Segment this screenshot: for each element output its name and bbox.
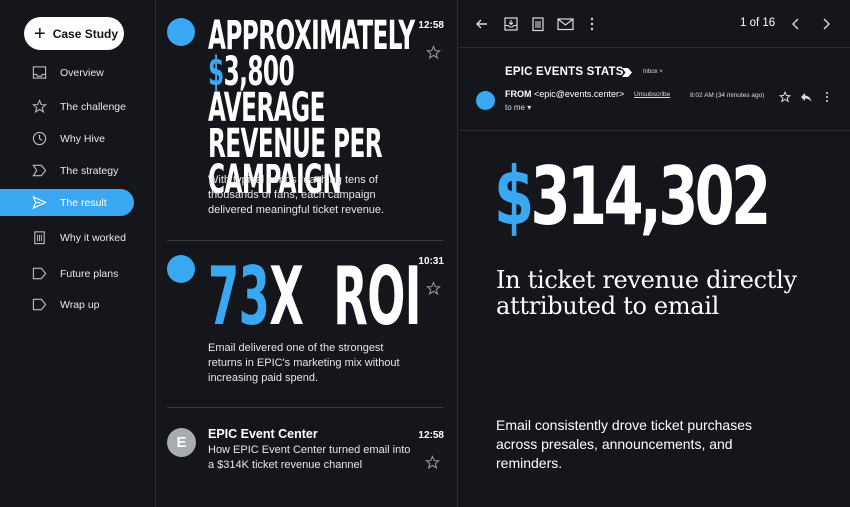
sidebar-item-the-strategy[interactable]: The strategy (0, 157, 134, 184)
message-headline: APPROXIMATELY $3,800 AVERAGE REVENUE PER… (208, 13, 415, 203)
pager-count: 1 of 16 (740, 17, 776, 29)
mail-icon[interactable] (557, 16, 574, 32)
revenue-dollar: $ (494, 150, 534, 243)
list-item[interactable]: 10:31 73X ROI Email delivered one of the… (156, 241, 457, 407)
sidebar-item-the-result[interactable]: The result (0, 189, 134, 216)
recipient-dropdown[interactable]: to me ▾ (505, 103, 532, 112)
sidebar: + Case Study Overview The challenge Why … (0, 0, 156, 507)
sidebar-item-future-plans[interactable]: Future plans (0, 260, 134, 287)
sidebar-item-overview[interactable]: Overview (0, 59, 134, 86)
message-snippet: Email delivered one of the strongest ret… (208, 342, 400, 384)
headline-accent: $ (208, 49, 224, 95)
message-headline: 73X ROI (208, 257, 432, 337)
star-icon[interactable] (426, 45, 441, 60)
sidebar-item-label: Overview (60, 66, 104, 79)
send-icon (32, 195, 47, 210)
email-header: EPIC EVENTS STATS Inbox × FROM <epic@eve… (459, 48, 850, 131)
reading-pane: 1 of 16 EPIC EVENTS STATS Inbox × FROM <… (459, 0, 850, 507)
email-body-text: Email consistently drove ticket purchase… (496, 417, 752, 471)
headline-line: CAMPAIGN (208, 157, 342, 203)
tag-icon (32, 267, 47, 280)
archive-icon[interactable] (503, 16, 519, 32)
avatar: E (167, 428, 196, 457)
sidebar-item-label: The result (60, 196, 107, 209)
sidebar-item-the-challenge[interactable]: The challenge (0, 93, 134, 120)
sender-line: FROM <epic@events.center> (505, 89, 624, 99)
sender-email: <epic@events.center> (534, 89, 625, 99)
list-item[interactable]: E EPIC Event Center 12:58 How EPIC Event… (156, 408, 457, 507)
chevron-right-icon[interactable] (820, 16, 832, 32)
inbox-label[interactable]: Inbox × (643, 69, 663, 75)
divider (167, 240, 443, 241)
more-vertical-icon[interactable] (823, 91, 831, 103)
message-list: 12:58 APPROXIMATELY $3,800 AVERAGE REVEN… (156, 0, 458, 507)
headline-line: $3,800 AVERAGE (208, 52, 394, 128)
from-label: FROM (505, 89, 532, 99)
sidebar-item-label: Why Hive (60, 132, 105, 145)
sidebar-item-why-it-worked[interactable]: Why it worked (0, 224, 134, 251)
message-snippet: With typical sends reaching tens of thou… (208, 174, 385, 216)
divider (167, 407, 443, 408)
compose-button[interactable]: + Case Study (24, 17, 124, 50)
compose-label: Case Study (52, 26, 119, 41)
inbox-icon (32, 66, 47, 79)
more-vertical-icon[interactable] (587, 16, 597, 32)
avatar (167, 255, 195, 283)
clock-icon (32, 131, 47, 146)
sidebar-item-label: The challenge (60, 100, 126, 113)
revenue-number: 314,302 (530, 150, 771, 243)
sidebar-item-wrap-up[interactable]: Wrap up (0, 291, 134, 318)
sender-name: EPIC Event Center (208, 427, 318, 441)
star-icon[interactable] (779, 91, 791, 103)
email-subject: EPIC EVENTS STATS (505, 66, 624, 78)
headline-text: X ROI (269, 250, 421, 343)
message-time: 12:58 (418, 430, 444, 441)
plus-icon: + (34, 22, 46, 45)
headline-accent: 73 (208, 250, 270, 343)
sidebar-item-label: Why it worked (60, 231, 126, 244)
trash-icon[interactable] (530, 16, 546, 32)
label-icon (32, 164, 47, 177)
sidebar-item-label: Future plans (60, 267, 119, 280)
revenue-caption: In ticket revenue directly attributed to… (496, 266, 797, 320)
avatar (476, 91, 495, 110)
tag-icon (32, 298, 47, 311)
headline-line: APPROXIMATELY (208, 13, 415, 59)
chevron-left-icon[interactable] (790, 16, 802, 32)
sent-time: 8:02 AM (34 minutes ago) (690, 92, 765, 99)
message-time: 10:31 (418, 256, 444, 267)
message-time: 12:58 (418, 20, 444, 31)
sidebar-item-label: The strategy (60, 164, 119, 177)
headline-line: REVENUE PER (208, 121, 383, 167)
toolbar: 1 of 16 (459, 0, 850, 48)
message-snippet: How EPIC Event Center turned email into … (208, 444, 411, 471)
important-marker-icon[interactable] (622, 68, 632, 77)
star-icon (32, 99, 47, 114)
star-icon[interactable] (426, 281, 441, 296)
unsubscribe-link[interactable]: Unsubscribe (634, 91, 671, 98)
revenue-figure: $314,302 (494, 150, 771, 243)
sidebar-item-why-hive[interactable]: Why Hive (0, 125, 134, 152)
avatar (167, 18, 195, 46)
sidebar-item-label: Wrap up (60, 298, 100, 311)
star-icon[interactable] (425, 455, 440, 470)
trash-icon (34, 231, 45, 245)
headline-text: 3,800 AVERAGE (208, 49, 325, 131)
back-arrow-icon[interactable] (474, 16, 490, 32)
reply-icon[interactable] (800, 92, 812, 103)
list-item[interactable]: 12:58 APPROXIMATELY $3,800 AVERAGE REVEN… (156, 0, 457, 240)
